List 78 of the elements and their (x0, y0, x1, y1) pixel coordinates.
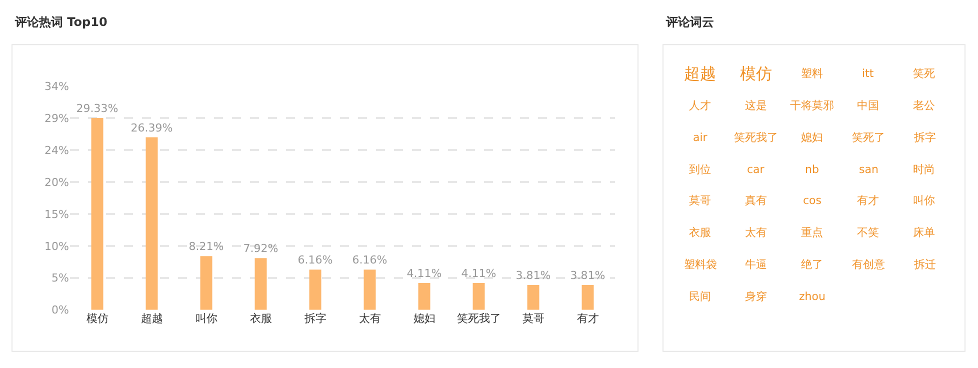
text: 民间 (689, 290, 711, 303)
text: 身穿 (745, 290, 767, 303)
text: 人才 (689, 99, 711, 112)
y-tick-label: 29% (44, 112, 69, 125)
text: 老公 (913, 99, 935, 112)
text: itt (862, 67, 874, 80)
data-label: 29.33% (76, 102, 118, 116)
text: 叫你 (913, 194, 935, 207)
text: 床单 (913, 226, 935, 239)
text: 拆迁 (913, 258, 936, 271)
bar (309, 270, 322, 310)
text: 真有 (745, 194, 767, 207)
bar (200, 256, 212, 310)
data-label: 3.81% (570, 268, 606, 282)
x-tick-label: 有才 (576, 312, 599, 325)
y-tick-label: 10% (44, 240, 69, 253)
bar (582, 284, 594, 310)
text: 模仿 (740, 64, 772, 83)
text: car (747, 163, 765, 176)
x-tick-label: 太有 (358, 312, 381, 325)
text: 塑料 (801, 67, 823, 80)
text: 到位 (689, 163, 711, 176)
text: 中国 (857, 99, 879, 112)
text: 媳妇 (801, 131, 823, 144)
text: 太有 (745, 226, 767, 239)
x-tick-label: 模仿 (86, 312, 108, 325)
text: nb (805, 163, 819, 176)
y-tick-label: 0% (52, 304, 69, 317)
x-tick-label: 衣服 (250, 312, 272, 325)
text: cos (803, 194, 822, 207)
data-label: 8.21% (188, 240, 224, 254)
data-label: 26.39% (130, 121, 173, 134)
bar (146, 137, 158, 310)
data-label: 4.11% (461, 266, 496, 280)
text: 笑死 (913, 67, 935, 80)
text: 干将莫邪 (790, 99, 834, 112)
chart-title: 评论热词 Top10 (14, 15, 108, 29)
x-tick-label: 拆字 (303, 312, 326, 325)
y-tick-label: 20% (44, 176, 69, 189)
data-label: 6.16% (352, 254, 388, 267)
text: zhou (799, 290, 826, 303)
y-tick-label: 34% (44, 80, 69, 93)
data-label: 3.81% (516, 268, 551, 282)
text: 超越 (684, 64, 716, 83)
text: 这是 (745, 99, 767, 112)
text: 笑死了 (852, 131, 885, 144)
text: air (693, 131, 708, 144)
text: 不笑 (857, 226, 879, 239)
bar (254, 258, 267, 310)
x-tick-label: 笑死我了 (456, 312, 501, 325)
y-tick-label: 5% (52, 272, 69, 285)
y-tick-label: 24% (44, 144, 69, 157)
text: 拆字 (913, 131, 936, 144)
text: 塑料袋 (684, 258, 717, 271)
x-tick-label: 叫你 (195, 312, 218, 325)
text: 重点 (801, 226, 823, 239)
text: 笑死我了 (734, 131, 778, 144)
x-tick-label: 媳妇 (413, 312, 436, 325)
y-tick-label: 15% (44, 208, 69, 221)
data-label: 6.16% (298, 254, 333, 267)
bar (527, 284, 540, 310)
data-label: 4.11% (406, 266, 442, 280)
text: 绝了 (801, 258, 823, 271)
x-tick-label: 超越 (140, 312, 163, 325)
bar (472, 282, 485, 310)
text: 牛逼 (745, 258, 767, 271)
bar (91, 118, 104, 310)
text: 莫哥 (689, 194, 711, 207)
text: 有才 (857, 194, 879, 207)
data-label: 7.92% (243, 242, 278, 256)
bar (418, 282, 430, 310)
x-tick-label: 莫哥 (522, 312, 544, 325)
text: 衣服 (689, 226, 711, 239)
text: 时尚 (913, 163, 935, 176)
bar (364, 270, 376, 310)
text: 评论词云 (665, 15, 714, 29)
text: san (859, 163, 878, 176)
text: 有创意 (852, 258, 885, 271)
